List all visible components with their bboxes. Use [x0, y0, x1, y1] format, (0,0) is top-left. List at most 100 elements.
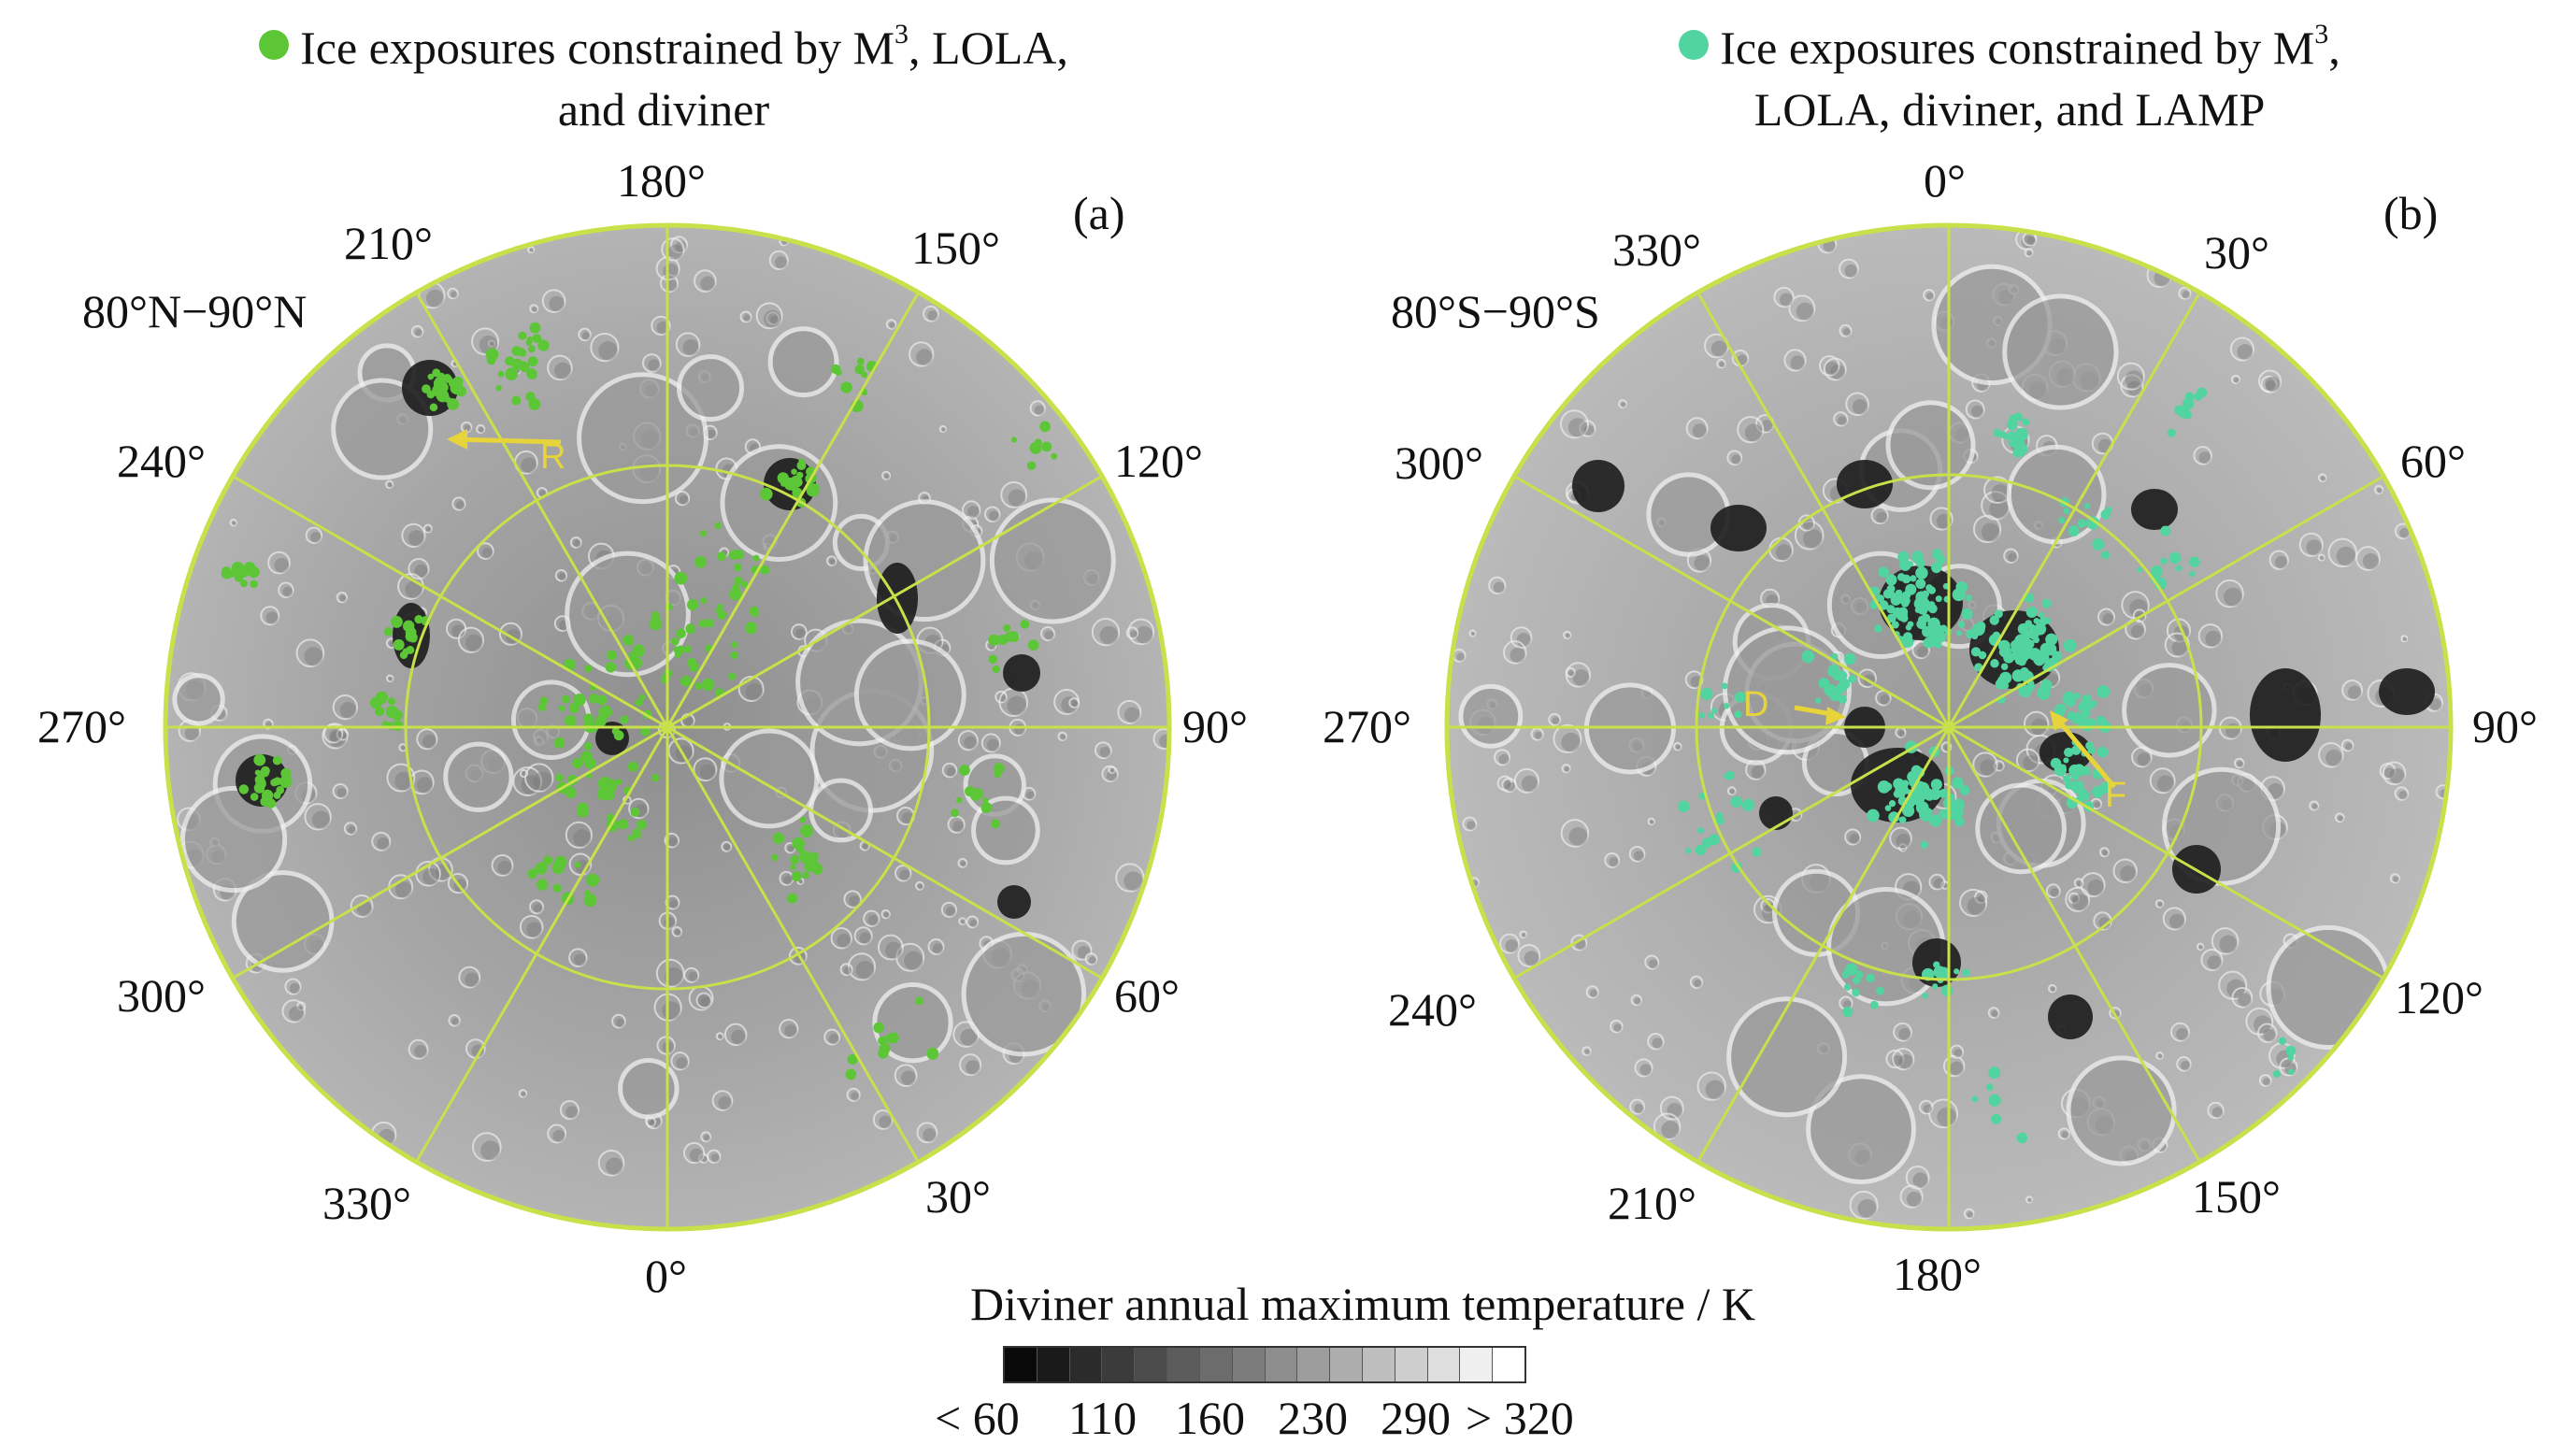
ice-deposit: [1957, 621, 1966, 629]
crater: [410, 324, 424, 338]
ice-deposit: [728, 672, 737, 680]
crater: [721, 840, 733, 852]
ice-deposit: [791, 871, 802, 882]
crater: [2162, 907, 2186, 931]
crater: [1610, 1019, 1624, 1034]
ice-deposit: [715, 607, 723, 614]
crater: [739, 310, 752, 323]
crater: [2334, 812, 2345, 823]
ice-deposit: [1970, 647, 1982, 657]
crater: [2170, 1022, 2190, 1042]
crater-floor: [1589, 989, 1598, 998]
crater-floor: [1705, 1080, 1725, 1100]
crater-floor: [2265, 380, 2276, 392]
crater-floor: [700, 996, 711, 1008]
crater: [737, 675, 765, 702]
ice-deposit: [1921, 787, 1933, 800]
ice-deposit: [1910, 575, 1917, 582]
crater: [305, 526, 323, 544]
panel-a-legend-line1: Ice exposures constrained by M: [300, 21, 895, 74]
ice-deposit: [2137, 566, 2143, 573]
ice-deposit: [1952, 588, 1966, 602]
ice-deposit: [1988, 1066, 2001, 1080]
crater-floor: [1970, 405, 1984, 418]
colorbar-tick-2: 110: [1068, 1392, 1138, 1444]
crater: [491, 854, 514, 877]
crater-floor: [1676, 745, 1682, 751]
crater: [941, 762, 958, 779]
crater-floor: [1923, 1104, 1933, 1114]
ice-deposit: [791, 468, 797, 475]
ice-deposit: [1933, 966, 1946, 979]
crater: [1911, 640, 1930, 660]
crater-floor: [339, 701, 357, 719]
ice-deposit: [873, 1022, 884, 1034]
ice-deposit: [272, 755, 282, 765]
colorbar-cell: [1069, 1348, 1103, 1381]
crater-floor: [265, 611, 279, 624]
colorbar-cell: [1005, 1348, 1038, 1381]
crater: [1783, 349, 1807, 372]
ice-deposit: [505, 356, 515, 366]
crater: [2025, 1195, 2034, 1204]
crater: [1503, 640, 1527, 665]
crater-floor: [2027, 1198, 2032, 1203]
ice-deposit: [383, 626, 394, 637]
crater: [1949, 1044, 1965, 1059]
crater-floor: [2130, 624, 2145, 638]
ice-deposit: [1905, 583, 1917, 595]
shadowed-crater: [1837, 460, 1893, 508]
crater: [1885, 1049, 1905, 1069]
crater-floor: [2225, 722, 2241, 738]
ice-deposit: [525, 391, 536, 402]
crater: [2045, 883, 2061, 899]
ice-deposit: [731, 641, 738, 649]
ice-deposit: [528, 371, 537, 379]
crater: [385, 479, 394, 489]
crater: [2211, 927, 2240, 955]
crater: [332, 782, 349, 800]
crater-floor: [2026, 250, 2033, 257]
ice-deposit: [584, 665, 593, 673]
crater: [2166, 618, 2191, 643]
ice-deposit: [1886, 605, 1896, 614]
crater: [1628, 845, 1646, 863]
ice-deposit: [1708, 712, 1715, 720]
ice-deposit: [2025, 606, 2038, 618]
crater-floor: [662, 1001, 681, 1021]
crater-floor: [1471, 632, 1476, 637]
ice-deposit: [627, 835, 635, 842]
ice-deposit: [1698, 711, 1706, 719]
ice-deposit: [576, 805, 589, 818]
crater: [1630, 994, 1643, 1007]
large-crater: [2002, 293, 2119, 410]
crater: [641, 353, 662, 373]
crater: [1845, 392, 1869, 417]
crater-floor: [554, 362, 572, 379]
crater: [1094, 741, 1112, 760]
crater-floor: [1564, 766, 1570, 773]
ice-deposit: [238, 784, 250, 794]
crater: [847, 952, 877, 981]
crater-floor: [526, 922, 542, 937]
crater-floor: [2320, 476, 2326, 481]
crater: [2080, 872, 2106, 898]
colorbar-cell: [1167, 1348, 1200, 1381]
crater: [2132, 608, 2147, 623]
ice-deposit: [926, 1047, 939, 1060]
ice-deposit: [1741, 798, 1754, 811]
crater-floor: [1008, 489, 1026, 508]
crater: [2233, 757, 2245, 769]
ice-deposit: [1959, 785, 1970, 795]
ice-deposit: [1828, 688, 1842, 702]
crater-floor: [1099, 746, 1111, 758]
crater: [1773, 286, 1795, 308]
ice-deposit: [2034, 622, 2047, 636]
crater-floor: [425, 289, 444, 308]
ice-deposit: [2038, 611, 2045, 619]
crater-floor: [2198, 451, 2211, 465]
crater-floor: [574, 953, 587, 966]
ice-deposit: [1882, 589, 1893, 599]
ice-deposit: [982, 797, 989, 804]
ice-deposit: [810, 851, 820, 861]
